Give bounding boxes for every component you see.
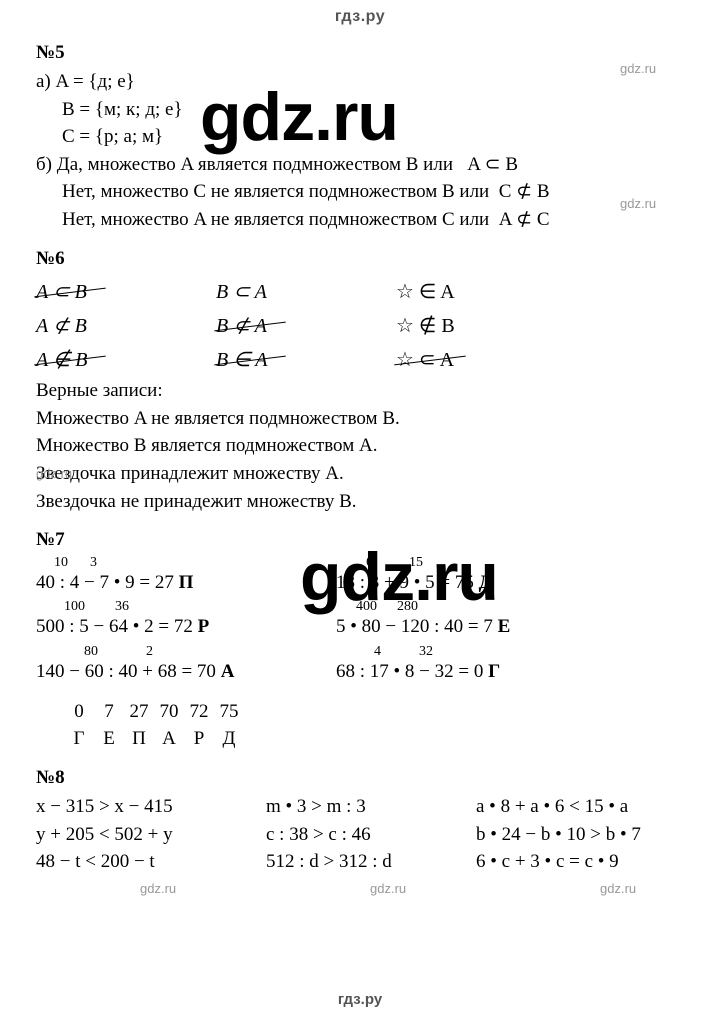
watermark-small-4: gdz.ru [140, 880, 176, 898]
p8-col-2: a • 8 + a • 6 < 15 • a b • 24 − b • 10 >… [476, 793, 686, 877]
p5-b-formula2: A ⊄ C [499, 209, 550, 230]
p8-title: №8 [36, 765, 684, 792]
p5-title: №5 [36, 40, 684, 67]
p5-b-text0: Да, множество A является подмножеством B… [57, 154, 453, 175]
p5-b-text2: Нет, множество A не является подмножеств… [62, 209, 489, 230]
p5-b-text1: Нет, множество C не является подмножеств… [62, 181, 489, 202]
p7-right: 615 18 : 3 + 9 • 5 = 75 Д 400280 5 • 80 … [336, 556, 616, 690]
p7-title: №7 [36, 527, 684, 554]
p5-a-line0: A = {д; е} [56, 71, 135, 92]
p8-grid: x − 315 > x − 415 y + 205 < 502 + y 48 −… [36, 793, 684, 877]
p8-col-1: m • 3 > m : 3 c : 38 > c : 46 512 : d > … [266, 793, 476, 877]
p6-correct-2: Звездочка принадлежит множеству A. [36, 461, 684, 488]
page-footer: гдз.ру [0, 989, 720, 1010]
p6-cell-02: ☆ ∈ A [396, 278, 576, 306]
p6-cell-20: A ∉ B [36, 346, 216, 374]
p5-b-formula0: A ⊂ B [467, 154, 518, 175]
p6-correct-3: Звездочка не принадежит множеству B. [36, 489, 684, 516]
p7-right-2: 432 68 : 17 • 8 − 32 = 0 Г [336, 645, 616, 686]
p5-b-label: б) [36, 154, 52, 175]
p5-a-label: а) [36, 71, 51, 92]
p6-correct-header: Верные записи: [36, 378, 684, 405]
p8-col-0: x − 315 > x − 415 y + 205 < 502 + y 48 −… [36, 793, 266, 877]
p6-cell-12: ☆ ∉ B [396, 312, 576, 340]
p6-cell-22: ☆ ⊂ A [396, 346, 576, 374]
p5-b-formula1: C ⊄ B [499, 181, 550, 202]
p7-left-0: 103 40 : 4 − 7 • 9 = 27 П [36, 556, 316, 597]
p7-right-1: 400280 5 • 80 − 120 : 40 = 7 Е [336, 600, 616, 641]
p7-grid: 103 40 : 4 − 7 • 9 = 27 П 10036 500 : 5 … [36, 556, 684, 690]
p6-correct-1: Множество B является подмножеством A. [36, 433, 684, 460]
p6-cell-00: A ⊂ B [36, 278, 216, 306]
p6-title: №6 [36, 246, 684, 273]
watermark-small-6: gdz.ru [600, 880, 636, 898]
p7-left-2: 802 140 − 60 : 40 + 68 = 70 А [36, 645, 316, 686]
p5-a-line1: B = {м; к; д; е} [36, 97, 684, 124]
p5-b-line2: Нет, множество A не является подмножеств… [36, 207, 684, 234]
p6-cell-11: B ⊄ A [216, 312, 396, 340]
watermark-small-5: gdz.ru [370, 880, 406, 898]
p6-grid: A ⊂ B B ⊂ A ☆ ∈ A A ⊄ B B ⊄ A ☆ ∉ B A ∉ … [36, 278, 684, 374]
p5-a: а) A = {д; е} [36, 69, 684, 96]
p7-result: 0727707275 ГЕПАРД [36, 699, 684, 752]
p5-b-line0: б) Да, множество A является подмножество… [36, 152, 684, 179]
p6-cell-01: B ⊂ A [216, 278, 396, 306]
p6-correct-0: Множество A не является подмножеством B. [36, 406, 684, 433]
p6-cell-10: A ⊄ B [36, 312, 216, 340]
p5-a-line2: C = {р; а; м} [36, 124, 684, 151]
p5-b-line1: Нет, множество C не является подмножеств… [36, 179, 684, 206]
p7-right-0: 615 18 : 3 + 9 • 5 = 75 Д [336, 556, 616, 597]
p7-left-1: 10036 500 : 5 − 64 • 2 = 72 Р [36, 600, 316, 641]
p6-cell-21: B ∈ A [216, 346, 396, 374]
p7-left: 103 40 : 4 − 7 • 9 = 27 П 10036 500 : 5 … [36, 556, 316, 690]
page-header: гдз.ру [36, 6, 684, 28]
